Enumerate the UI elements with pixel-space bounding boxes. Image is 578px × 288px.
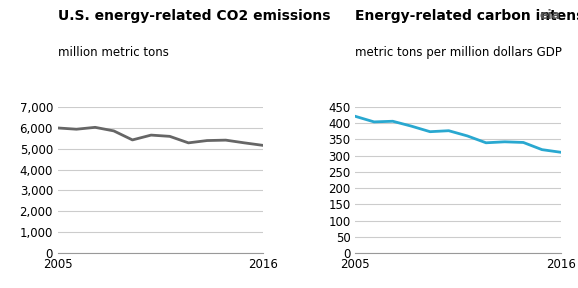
Text: Energy-related carbon intensity: Energy-related carbon intensity: [355, 9, 578, 23]
Text: metric tons per million dollars GDP: metric tons per million dollars GDP: [355, 46, 562, 59]
Text: million metric tons: million metric tons: [58, 46, 169, 59]
Text: U.S. energy-related CO2 emissions: U.S. energy-related CO2 emissions: [58, 9, 330, 23]
Text: eia: eia: [539, 9, 561, 22]
